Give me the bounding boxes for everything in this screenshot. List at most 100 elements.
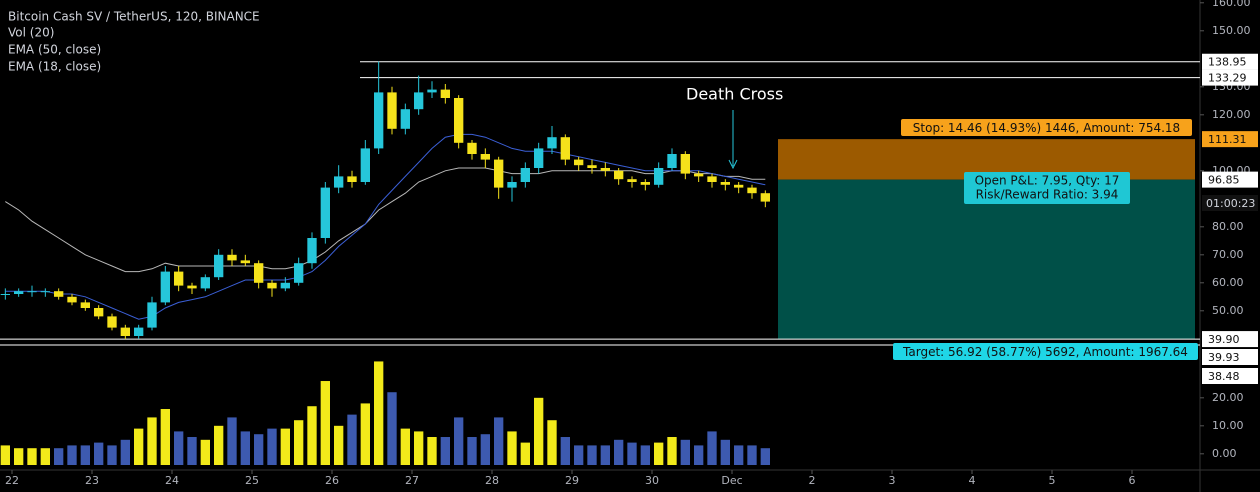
volume-bar: [54, 448, 64, 465]
pnl-label: Open P&L: 7.95, Qty: 17: [975, 174, 1120, 188]
y-tick-label: 80.00: [1212, 220, 1244, 233]
candle-body: [640, 182, 650, 185]
volume-bar: [534, 397, 544, 465]
volume-badge-label: 38.48: [1208, 370, 1240, 383]
candle-body: [534, 148, 544, 168]
candle-body: [680, 154, 690, 174]
price-badge-label: 138.95: [1208, 56, 1247, 69]
candle-body: [200, 277, 210, 289]
candle-body: [240, 260, 250, 264]
legend-entry: EMA (50, close): [8, 43, 101, 57]
volume-bar: [334, 425, 344, 465]
candle-body: [400, 109, 410, 129]
volume-bar: [174, 431, 184, 465]
candle-body: [107, 316, 117, 328]
volume-bar: [94, 442, 104, 465]
candle-body: [440, 89, 450, 98]
volume-bar: [614, 439, 624, 465]
candle-body: [227, 254, 237, 261]
y-tick-label: 160.00: [1212, 0, 1251, 9]
candle-body: [54, 291, 64, 297]
volume-bar: [440, 437, 450, 465]
ema-line: [5, 133, 766, 320]
volume-bar: [640, 445, 650, 465]
volume-bar: [187, 437, 197, 465]
volume-badge: [1202, 349, 1258, 365]
x-tick-label: 3: [889, 474, 896, 487]
x-tick-label: 27: [405, 474, 419, 487]
candle-body: [147, 302, 157, 328]
candle-body: [600, 168, 610, 171]
price-badge: [1202, 131, 1258, 148]
candle-body: [14, 291, 24, 294]
chart-title: Bitcoin Cash SV / TetherUS, 120, BINANCE: [8, 10, 260, 24]
candle-body: [174, 271, 184, 286]
candle-body: [160, 271, 170, 303]
volume-bar: [507, 431, 517, 465]
candle-body: [694, 173, 704, 177]
candle-body: [747, 187, 757, 194]
candle-body: [627, 179, 637, 182]
volume-bar: [214, 425, 224, 465]
candle-body: [374, 92, 384, 149]
volume-bar: [227, 417, 237, 465]
y-tick-label: 150.00: [1212, 24, 1251, 37]
target-zone: [778, 179, 1195, 340]
volume-bar: [27, 448, 37, 465]
candle-body: [360, 148, 370, 182]
candle-body: [294, 263, 304, 283]
x-tick-label: Dec: [721, 474, 742, 487]
candle-body: [507, 182, 517, 188]
candle-body: [347, 176, 357, 182]
x-tick-label: 6: [1129, 474, 1136, 487]
pnl-badge-bg: [964, 172, 1130, 204]
candle-body: [267, 282, 277, 289]
candle-body: [27, 291, 37, 293]
candle-body: [734, 184, 744, 188]
candle-body: [520, 168, 530, 182]
volume-bar: [200, 439, 210, 465]
volume-bar: [560, 437, 570, 465]
volume-bar: [374, 361, 384, 465]
arrow-head: [728, 159, 738, 170]
volume-bar: [267, 428, 277, 465]
volume-bar: [494, 417, 504, 465]
x-tick-label: 22: [5, 474, 19, 487]
candle-body: [494, 159, 504, 188]
candle-body: [187, 285, 197, 289]
ratio-label: Risk/Reward Ratio: 3.94: [976, 188, 1119, 202]
volume-bar: [414, 431, 424, 465]
volume-bar: [747, 445, 757, 465]
x-tick-label: 28: [485, 474, 499, 487]
candle-body: [427, 89, 437, 93]
volume-bar: [160, 409, 170, 465]
volume-bar: [240, 431, 250, 465]
volume-tick-label: 10.00: [1212, 419, 1244, 432]
volume-bar: [627, 442, 637, 465]
volume-bar: [294, 420, 304, 465]
volume-bar: [320, 381, 330, 465]
volume-tick-label: 20.00: [1212, 391, 1244, 404]
x-tick-label: 5: [1049, 474, 1056, 487]
volume-bar: [387, 392, 397, 465]
y-tick-label: 70.00: [1212, 248, 1244, 261]
y-tick-label: 50.00: [1212, 304, 1244, 317]
volume-bar: [280, 428, 290, 465]
candle-body: [454, 98, 464, 143]
x-tick-label: 23: [85, 474, 99, 487]
candle-body: [80, 302, 90, 308]
volume-bar: [720, 439, 730, 465]
volume-bar: [120, 439, 130, 465]
volume-bar: [360, 403, 370, 465]
x-tick-label: 2: [809, 474, 816, 487]
candle-body: [0, 294, 10, 295]
volume-bar: [707, 431, 717, 465]
annotation: Death Cross: [686, 85, 783, 104]
x-tick-label: 30: [645, 474, 659, 487]
candle-body: [707, 176, 717, 182]
volume-bar: [40, 448, 50, 465]
candle-body: [134, 327, 144, 336]
y-tick-label: 120.00: [1212, 108, 1251, 121]
candle-body: [120, 327, 130, 336]
volume-bar: [667, 437, 677, 465]
